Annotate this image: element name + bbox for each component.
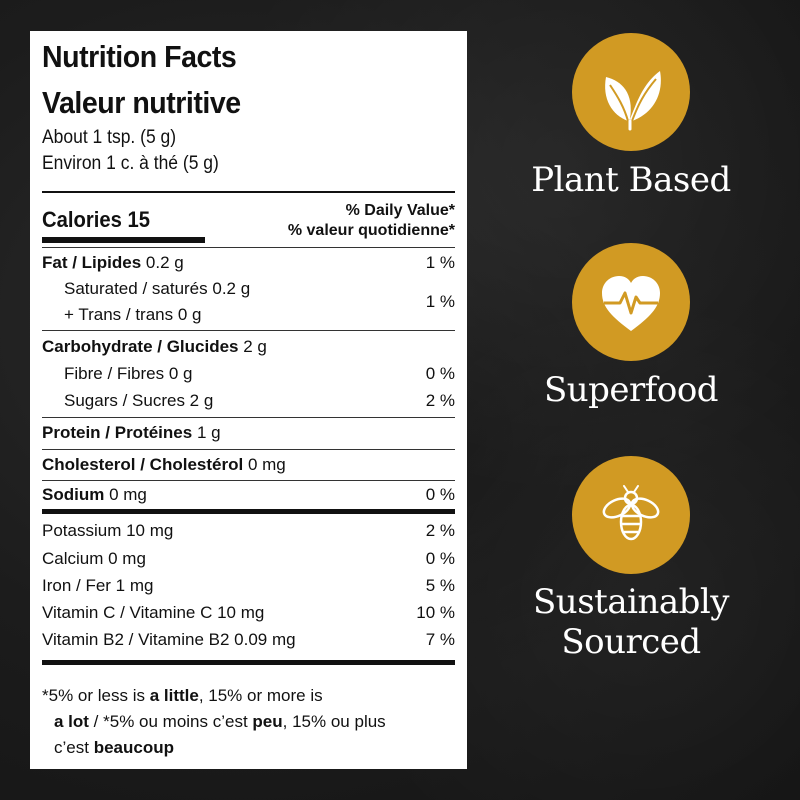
heart-pulse-icon xyxy=(602,276,660,331)
dv-header-fr: % valeur quotidienne* xyxy=(287,222,455,239)
divider-thick xyxy=(42,660,455,665)
divider xyxy=(42,191,455,193)
calories-label: Calories 15 xyxy=(42,207,151,232)
title-fr: Valeur nutritive xyxy=(42,85,241,120)
divider xyxy=(42,330,455,331)
footnote-line-1: *5% or less is a little, 15% or more is xyxy=(42,686,323,705)
divider xyxy=(42,480,455,481)
footnote-line-2: a lot / *5% ou moins c’est peu, 15% ou p… xyxy=(54,712,386,731)
divider xyxy=(42,247,455,248)
divider xyxy=(42,449,455,450)
leaf-icon xyxy=(605,71,661,131)
daily-value-header: % Daily Value* % valeur quotidienne* xyxy=(288,201,455,241)
title-en: Nutrition Facts xyxy=(42,39,237,74)
footnote: *5% or less is a little, 15% or more is … xyxy=(42,683,386,761)
bee-icon xyxy=(602,485,660,541)
superfood-label: Superfood xyxy=(543,370,719,410)
nutrition-facts-panel: Nutrition Facts Valeur nutritive About 1… xyxy=(30,31,467,769)
dv-header-en: % Daily Value* xyxy=(345,202,455,219)
plant-based-label: Plant Based xyxy=(531,160,731,200)
sustainably-sourced-label: Sustainably Sourced xyxy=(533,582,729,662)
divider xyxy=(42,417,455,418)
footnote-line-3: c’est beaucoup xyxy=(54,738,174,757)
superfood-badge xyxy=(572,243,690,361)
plant-based-badge xyxy=(572,33,690,151)
calories-bar xyxy=(42,237,205,243)
serving-size-en: About 1 tsp. (5 g) xyxy=(42,127,177,148)
serving-size-fr: Environ 1 c. à thé (5 g) xyxy=(42,153,219,174)
divider-thick xyxy=(42,509,455,514)
sustainably-sourced-badge xyxy=(572,456,690,574)
